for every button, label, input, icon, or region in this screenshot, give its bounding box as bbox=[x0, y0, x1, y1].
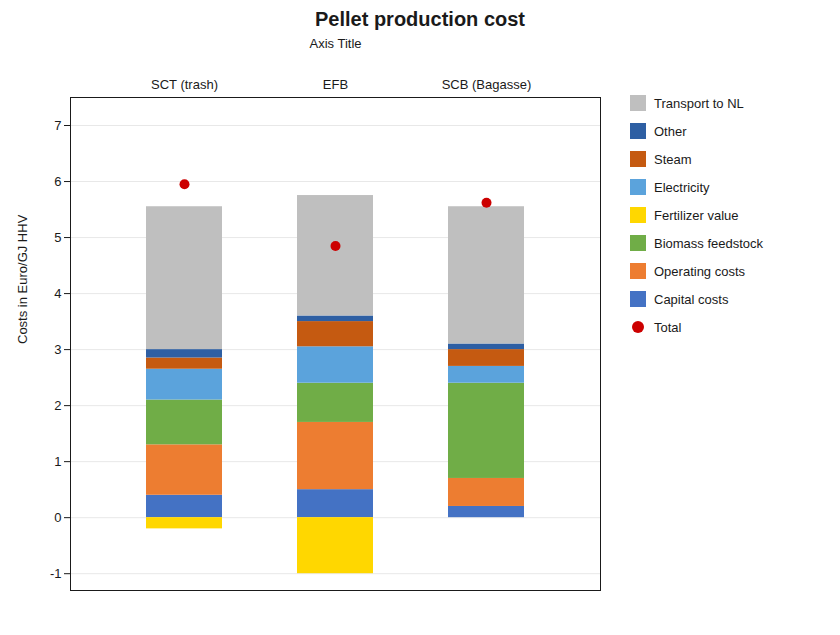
svg-text:0: 0 bbox=[54, 510, 61, 525]
html-text:Steam: Steam bbox=[654, 151, 692, 167]
svg-text:1: 1 bbox=[54, 454, 61, 469]
html-text:Operating costs: Operating costs bbox=[654, 263, 745, 279]
svg-text:4: 4 bbox=[54, 286, 61, 301]
svg-text:SCB (Bagasse): SCB (Bagasse) bbox=[442, 77, 532, 92]
html-text:Other: Other bbox=[654, 123, 687, 139]
svg-text:6: 6 bbox=[54, 174, 61, 189]
svg-text:SCT (trash): SCT (trash) bbox=[151, 77, 218, 92]
svg-text:3: 3 bbox=[54, 342, 61, 357]
svg-text:EFB: EFB bbox=[323, 77, 348, 92]
svg-text:Axis Title: Axis Title bbox=[309, 36, 361, 51]
html-text:Total: Total bbox=[654, 319, 682, 335]
svg-text:5: 5 bbox=[54, 230, 61, 245]
svg-text:2: 2 bbox=[54, 398, 61, 413]
svg-text:7: 7 bbox=[54, 118, 61, 133]
html-text:Transport to NL: Transport to NL bbox=[654, 95, 744, 111]
svg-text:Costs in Euro/GJ HHV: Costs in Euro/GJ HHV bbox=[15, 214, 30, 344]
html-text:Fertilizer value: Fertilizer value bbox=[654, 207, 739, 223]
html-text:Capital costs: Capital costs bbox=[654, 291, 729, 307]
svg-text:-1: -1 bbox=[50, 566, 62, 581]
html-text:Electricity: Electricity bbox=[654, 179, 710, 195]
html-text:Pellet production cost: Pellet production cost bbox=[315, 8, 525, 30]
html-text:Biomass feedstock: Biomass feedstock bbox=[654, 235, 764, 251]
